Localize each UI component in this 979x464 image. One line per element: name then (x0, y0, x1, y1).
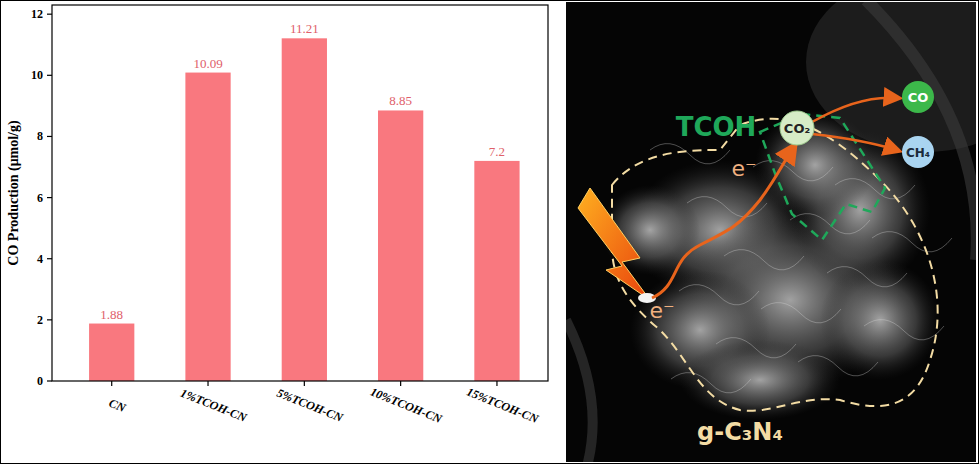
y-tick (47, 258, 52, 259)
y-axis-title: CO Production (μmol/g) (6, 120, 22, 266)
x-tick-label: 10%TCOH-CN (368, 385, 445, 427)
bg-curve (566, 320, 593, 462)
image-panel: TCOH CO₂ CO CH₄ g-C₃N₄ e⁻ e⁻ (566, 2, 976, 462)
texture (650, 144, 730, 164)
y-tick (47, 14, 52, 15)
light-bolt (578, 188, 650, 300)
bars (89, 38, 520, 381)
reactant-label: CO₂ (784, 121, 810, 136)
canvas: 0 2 4 6 8 10 12 CN 1%TCOH-CN 5%TCOH-CN 10%TCOH-CN 1… (0, 0, 979, 464)
electron-path (652, 148, 793, 298)
arrow-co (812, 98, 896, 122)
y-tick (47, 319, 52, 320)
y-tick-label: 0 (37, 374, 43, 388)
texture (864, 320, 944, 340)
texture (835, 179, 915, 199)
x-tick-label: CN (107, 396, 129, 416)
product-label: CO (908, 90, 929, 105)
bar (378, 110, 423, 381)
support-label: g-C₃N₄ (697, 418, 783, 446)
figure-border (1, 1, 979, 464)
x-tick-label: 5%TCOH-CN (275, 386, 346, 426)
x-tick (304, 381, 305, 386)
bar (474, 161, 519, 381)
catalyst-outline (760, 114, 885, 240)
data-label: 10.09 (193, 56, 222, 71)
data-label: 11.21 (290, 21, 319, 36)
y-tick-label: 10 (31, 68, 43, 82)
x-tick-label: 1%TCOH-CN (178, 386, 249, 426)
x-tick-label: 15%TCOH-CN (465, 385, 542, 427)
y-tick-label: 2 (37, 313, 43, 327)
texture (827, 267, 907, 287)
y-tick-label: 12 (31, 7, 43, 21)
x-tick (400, 381, 401, 386)
electron-label: e⁻ (649, 298, 674, 323)
support-outline (612, 119, 938, 411)
texture (724, 250, 804, 270)
texture (753, 161, 833, 181)
y-tick (47, 75, 52, 76)
y-tick (47, 197, 52, 198)
texture (761, 303, 841, 323)
y-tick-label: 8 (37, 129, 43, 143)
plot-frame (52, 5, 548, 381)
product-circle (902, 81, 934, 113)
product-label: CH₄ (906, 146, 930, 160)
x-tick (207, 381, 208, 386)
texture (716, 338, 796, 358)
catalyst-label: TCOH (676, 112, 757, 142)
texture (679, 285, 759, 305)
reactant-circle (780, 111, 814, 145)
product-circle (902, 136, 934, 168)
arrow-ch4 (812, 134, 896, 150)
bar (282, 38, 327, 381)
bar (185, 73, 230, 381)
figure: 0 2 4 6 8 10 12 CN 1%TCOH-CN 5%TCOH-CN 10%TCOH-CN 1… (0, 0, 979, 464)
data-label: 7.2 (489, 144, 505, 159)
bar (89, 324, 134, 381)
x-tick (111, 381, 112, 386)
data-label: 8.85 (389, 93, 412, 108)
texture (872, 232, 952, 252)
y-tick (47, 380, 52, 381)
y-tick (47, 136, 52, 137)
texture (671, 373, 751, 393)
x-tick (496, 381, 497, 386)
texture (798, 356, 878, 376)
y-tick-label: 4 (37, 252, 43, 266)
particle (755, 110, 875, 220)
y-tick-label: 6 (37, 191, 43, 205)
data-label: 1.88 (100, 307, 123, 322)
electron-label: e⁻ (731, 156, 756, 181)
